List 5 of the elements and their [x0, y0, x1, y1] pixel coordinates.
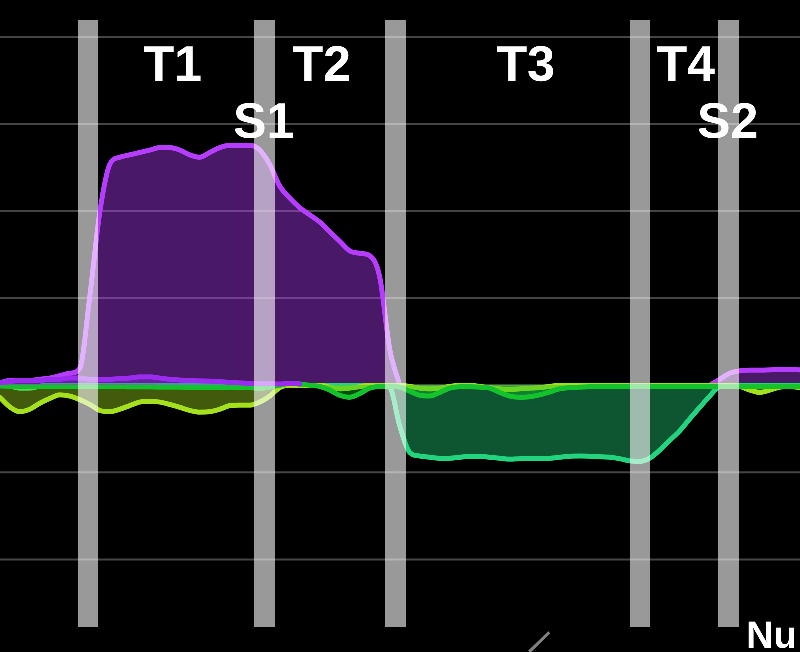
- text: T4: [656, 36, 716, 92]
- x-axis-title: Nu: [746, 615, 797, 652]
- text: T1: [144, 36, 202, 92]
- text: T3: [496, 36, 556, 92]
- text: T2: [292, 36, 352, 92]
